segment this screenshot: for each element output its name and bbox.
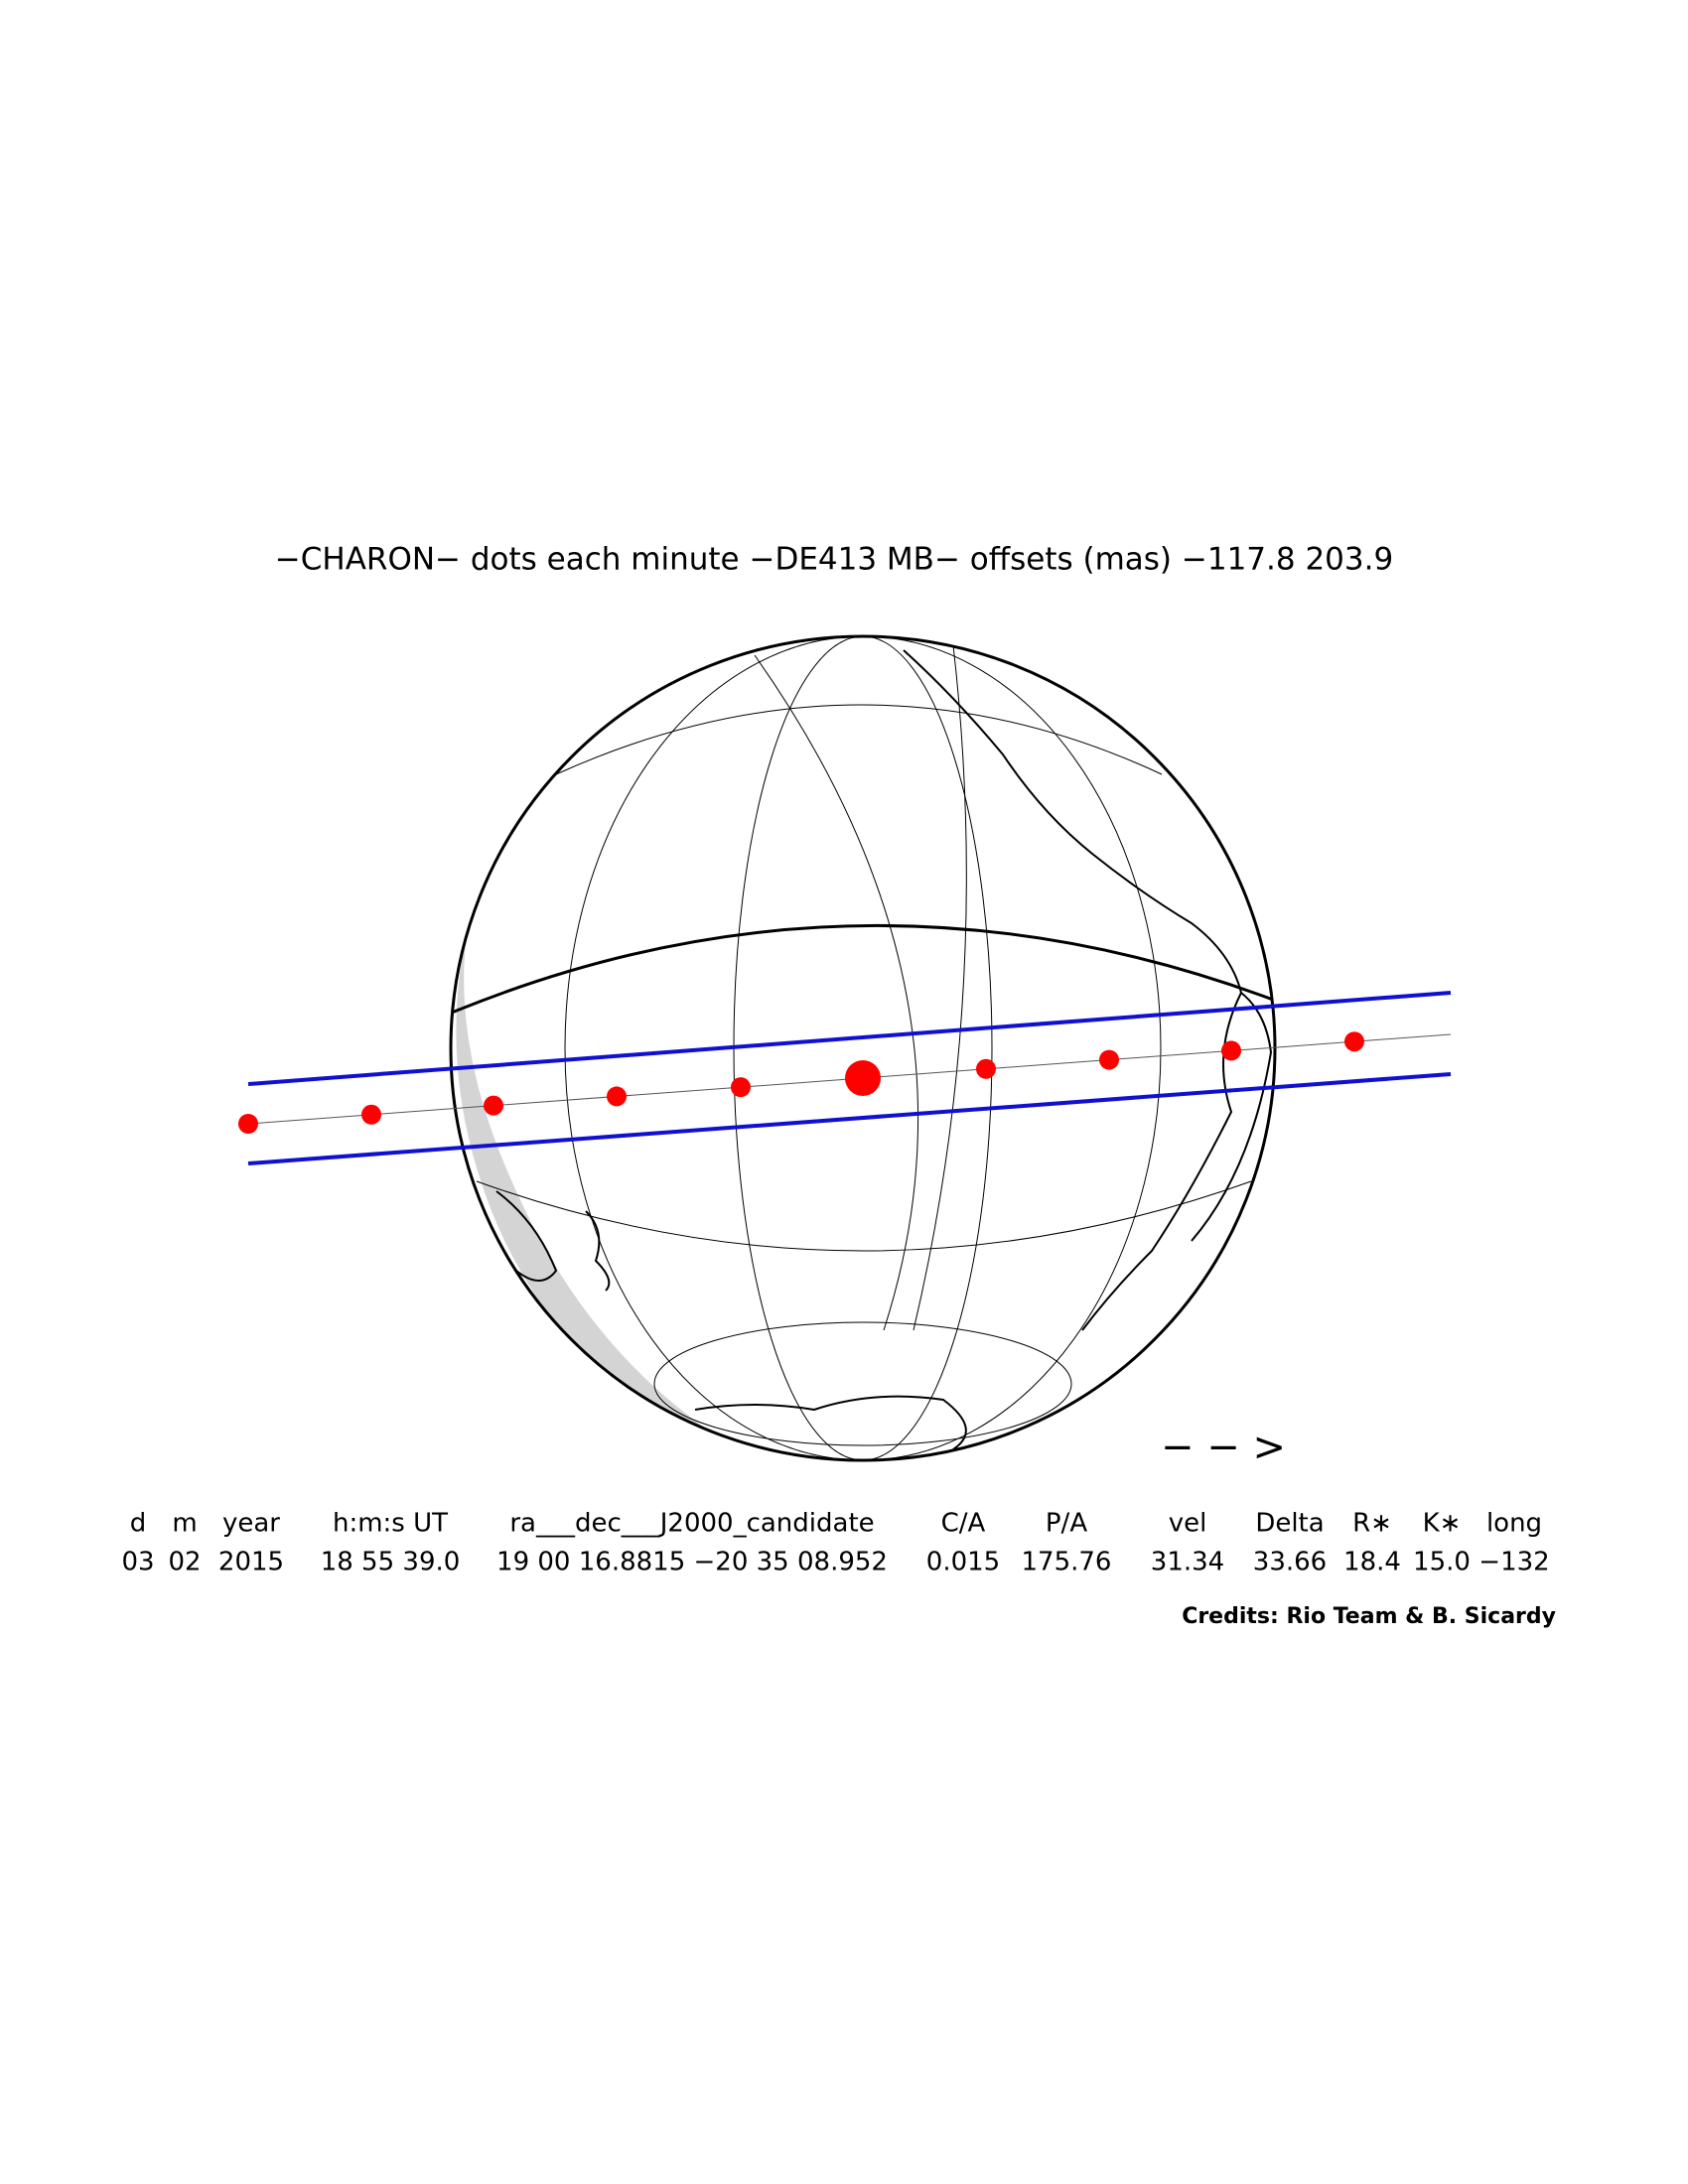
- table-cell: 0.015: [926, 1548, 1000, 1577]
- minute-dot: [1344, 1031, 1364, 1052]
- column-header: h:m:s UT: [333, 1509, 448, 1539]
- column-header: Delta: [1255, 1509, 1324, 1539]
- column-header: K∗: [1423, 1509, 1462, 1539]
- shadow-limit: [247, 991, 1452, 1086]
- latitude-line: [653, 1321, 1072, 1446]
- parameter-table: d m year h:m:s UT ra___dec___J2000_candidate…: [121, 1509, 1549, 1577]
- globe-disc: [451, 636, 1275, 1460]
- column-header: R∗: [1352, 1509, 1392, 1539]
- minute-dot: [1221, 1040, 1241, 1061]
- minute-dot: [361, 1104, 381, 1125]
- night-shading: [456, 933, 755, 1460]
- table-cell: 31.34: [1151, 1548, 1224, 1577]
- table-cell: 02: [168, 1548, 201, 1577]
- equator: [451, 924, 1275, 1015]
- globe: [449, 634, 1277, 1462]
- coastline: [495, 1190, 558, 1282]
- minute-dot: [1099, 1049, 1119, 1070]
- credits: Credits: Rio Team & B. Sicardy: [1182, 1604, 1556, 1629]
- minute-dot: [238, 1114, 258, 1134]
- globe-limb: [449, 634, 1277, 1462]
- table-cell: 175.76: [1022, 1548, 1112, 1577]
- minute-dots: [238, 1031, 1364, 1134]
- table-cell: −132: [1478, 1548, 1549, 1577]
- coastline: [694, 1395, 967, 1450]
- coastline: [903, 649, 1243, 1331]
- closest-approach-dot: [845, 1059, 881, 1096]
- table-cell: 15.0: [1413, 1548, 1471, 1577]
- minute-dot: [976, 1058, 996, 1079]
- column-header: d: [130, 1509, 147, 1539]
- column-header: P/A: [1046, 1509, 1087, 1539]
- coastline: [1191, 992, 1273, 1242]
- meridian: [754, 654, 919, 1331]
- latitude-line: [555, 704, 1163, 775]
- table-cell: 2015: [218, 1548, 284, 1577]
- latitude-line: [476, 1180, 1252, 1252]
- globe-features: [451, 636, 1275, 1460]
- table-cell: 18.4: [1343, 1548, 1401, 1577]
- column-header: C/A: [941, 1509, 986, 1539]
- column-header: year: [222, 1509, 280, 1539]
- column-header: m: [172, 1509, 197, 1539]
- table-cell: 33.66: [1253, 1548, 1327, 1577]
- shadow-path: [238, 991, 1452, 1165]
- shadow-limit: [247, 1072, 1452, 1165]
- meridian: [913, 644, 967, 1331]
- column-header: ra___dec___J2000_candidate: [509, 1509, 874, 1539]
- minute-dot: [731, 1077, 751, 1098]
- table-cell: 18 55 39.0: [321, 1548, 461, 1577]
- meridian: [564, 636, 1162, 1460]
- minute-dot: [607, 1086, 627, 1107]
- column-header: vel: [1169, 1509, 1207, 1539]
- coastline: [585, 1210, 611, 1292]
- title: −CHARON− dots each minute −DE413 MB− off…: [275, 542, 1393, 578]
- column-header: long: [1486, 1509, 1542, 1539]
- direction-arrow: − − >: [1161, 1425, 1286, 1470]
- minute-dot: [484, 1095, 503, 1116]
- table-cell: 03: [121, 1548, 154, 1577]
- table-cell: 19 00 16.8815 −20 35 08.952: [496, 1548, 888, 1577]
- coastlines: [495, 649, 1273, 1450]
